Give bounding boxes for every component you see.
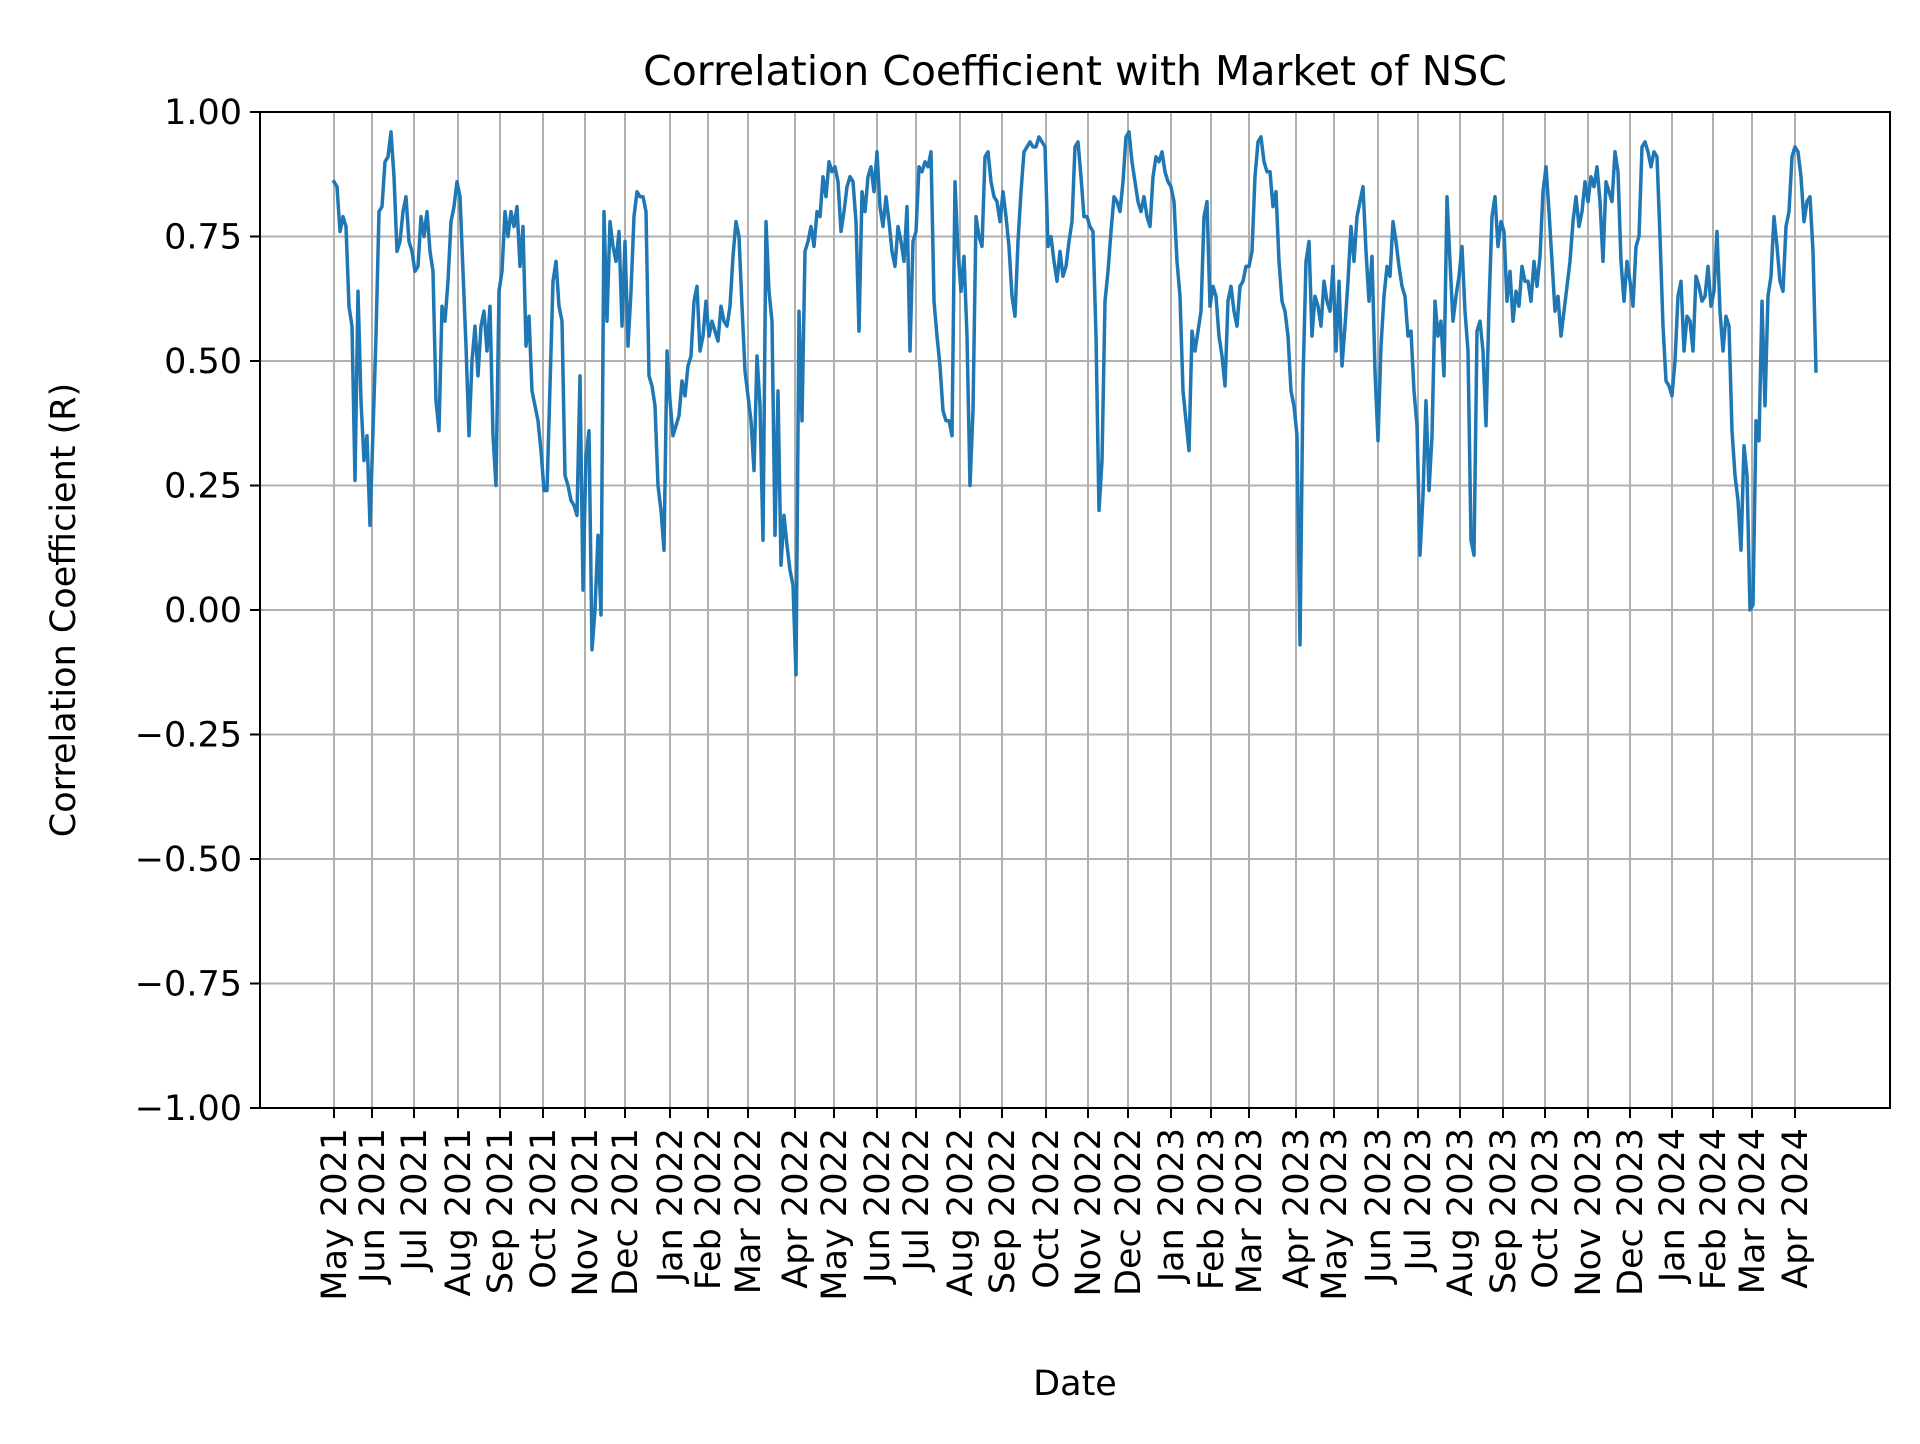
y-tick-label: 0.50 xyxy=(164,342,242,382)
x-tick-label: Sep 2022 xyxy=(983,1128,1023,1294)
x-tick-label: Aug 2021 xyxy=(439,1128,479,1297)
x-tick-label: Jun 2022 xyxy=(858,1128,898,1285)
x-tick-label: Jan 2022 xyxy=(651,1128,691,1284)
x-axis-label: Date xyxy=(1033,1364,1117,1404)
x-tick-label: May 2023 xyxy=(1315,1128,1355,1301)
x-tick-label: Oct 2021 xyxy=(524,1128,564,1289)
x-tick-label: Jan 2024 xyxy=(1653,1128,1693,1284)
y-tick-label: −0.25 xyxy=(135,716,242,756)
x-tick-label: Mar 2023 xyxy=(1230,1128,1270,1294)
x-tick-label: Oct 2022 xyxy=(1027,1128,1067,1289)
x-tick-label: May 2021 xyxy=(315,1128,355,1301)
y-tick-label: 1.00 xyxy=(164,93,242,133)
x-tick-label: May 2022 xyxy=(815,1128,855,1301)
x-tick-label: Feb 2023 xyxy=(1192,1128,1232,1290)
x-tick-label: Dec 2021 xyxy=(606,1128,646,1296)
x-tick-label: Oct 2023 xyxy=(1526,1128,1566,1289)
x-tick-label: Mar 2024 xyxy=(1733,1128,1773,1294)
x-tick-label: Dec 2023 xyxy=(1611,1128,1651,1296)
x-tick-label: Apr 2022 xyxy=(776,1128,816,1289)
x-tick-label: Dec 2022 xyxy=(1109,1128,1149,1296)
y-tick-label: −1.00 xyxy=(135,1089,242,1129)
x-tick-label: Jul 2023 xyxy=(1399,1128,1439,1272)
x-tick-label: Jul 2021 xyxy=(395,1128,435,1272)
x-tick-label: Nov 2021 xyxy=(566,1128,606,1297)
x-tick-label: Feb 2024 xyxy=(1694,1128,1734,1290)
x-tick-label: Aug 2022 xyxy=(941,1128,981,1297)
x-tick-label: Jun 2023 xyxy=(1359,1128,1399,1285)
x-tick-label: Nov 2023 xyxy=(1569,1128,1609,1297)
x-tick-label: Apr 2024 xyxy=(1776,1128,1816,1289)
y-tick-label: 0.75 xyxy=(164,218,242,258)
x-tick-label: Jul 2022 xyxy=(897,1128,937,1272)
y-axis-label: Correlation Coefficient (R) xyxy=(44,383,84,838)
correlation-line xyxy=(331,130,1818,677)
x-tick-label: Sep 2023 xyxy=(1484,1128,1524,1294)
chart-title: Correlation Coefficient with Market of N… xyxy=(643,47,1507,95)
x-tick-label: Sep 2021 xyxy=(481,1128,521,1294)
x-tick-label: Nov 2022 xyxy=(1069,1128,1109,1297)
y-tick-label: −0.50 xyxy=(135,840,242,880)
x-tick-label: Apr 2023 xyxy=(1277,1128,1317,1289)
x-tick-label: Aug 2023 xyxy=(1441,1128,1481,1297)
x-tick-label: Feb 2022 xyxy=(689,1128,729,1290)
y-axis-ticks: 1.00 0.75 0.50 0.25 0.00 −0.25 −0.50 −0.75 −1.00 xyxy=(135,93,260,1129)
y-tick-label: −0.75 xyxy=(135,965,242,1005)
y-tick-label: 0.00 xyxy=(164,591,242,631)
x-tick-label: Jan 2023 xyxy=(1152,1128,1192,1284)
x-tick-label: Mar 2022 xyxy=(729,1128,769,1294)
data-series xyxy=(331,130,1818,677)
y-tick-label: 0.25 xyxy=(164,467,242,507)
x-tick-label: Jun 2021 xyxy=(353,1128,393,1285)
